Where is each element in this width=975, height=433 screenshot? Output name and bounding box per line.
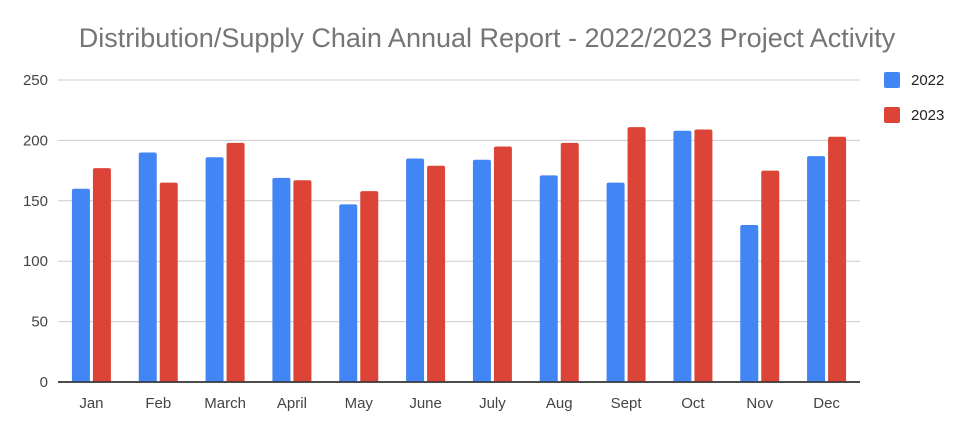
chart-title: Distribution/Supply Chain Annual Report … — [79, 23, 896, 53]
x-tick-label: Aug — [546, 395, 573, 412]
x-tick-label: July — [479, 395, 506, 412]
legend-swatch-2022 — [884, 72, 900, 88]
legend-label-2023: 2023 — [911, 107, 944, 124]
y-tick-label: 50 — [31, 314, 48, 331]
bar-2023-oct — [694, 129, 713, 382]
bar-2023-aug — [560, 142, 579, 382]
bar-2022-aug — [539, 175, 558, 382]
x-tick-label: June — [409, 395, 442, 412]
bar-2022-sept — [606, 182, 625, 382]
x-tick-label: May — [345, 395, 374, 412]
bar-2022-july — [472, 159, 491, 382]
bar-2023-may — [360, 191, 379, 382]
bar-2022-oct — [673, 130, 692, 382]
legend: 2022 2023 — [884, 72, 944, 124]
bar-2022-nov — [740, 224, 759, 382]
bar-2023-june — [427, 165, 446, 382]
legend-label-2022: 2022 — [911, 72, 944, 89]
bar-2023-july — [493, 146, 512, 382]
bar-2022-may — [339, 204, 358, 382]
bar-2022-feb — [138, 152, 157, 382]
x-axis-ticks: Jan Feb March April May June July Aug Sept Oct Nov… — [79, 395, 840, 412]
y-tick-label: 0 — [40, 374, 48, 391]
x-tick-label: April — [277, 395, 307, 412]
x-tick-label: Oct — [681, 395, 705, 412]
bar-2022-june — [406, 158, 425, 382]
bar-2022-april — [272, 177, 291, 382]
x-tick-label: Dec — [813, 395, 840, 412]
bar-2022-dec — [807, 156, 826, 382]
bar-2023-feb — [159, 182, 178, 382]
gridlines — [58, 79, 860, 383]
x-tick-label: Feb — [145, 395, 171, 412]
y-tick-label: 200 — [23, 132, 48, 149]
x-tick-label: Sept — [611, 395, 643, 412]
y-axis-ticks: 0 50 100 150 200 250 — [23, 72, 48, 391]
legend-swatch-2023 — [884, 107, 900, 123]
bar-2023-jan — [92, 168, 111, 382]
x-tick-label: Nov — [746, 395, 773, 412]
x-tick-label: Jan — [79, 395, 103, 412]
bar-2023-nov — [761, 170, 780, 382]
y-tick-label: 250 — [23, 72, 48, 89]
bars — [58, 127, 860, 383]
bar-2022-march — [205, 157, 224, 382]
bar-2023-dec — [828, 136, 847, 382]
y-tick-label: 100 — [23, 253, 48, 270]
y-tick-label: 150 — [23, 193, 48, 210]
bar-2023-march — [226, 142, 245, 382]
bar-2022-jan — [71, 188, 90, 382]
x-tick-label: March — [204, 395, 246, 412]
bar-2023-april — [293, 180, 312, 382]
bar-2023-sept — [627, 127, 646, 382]
